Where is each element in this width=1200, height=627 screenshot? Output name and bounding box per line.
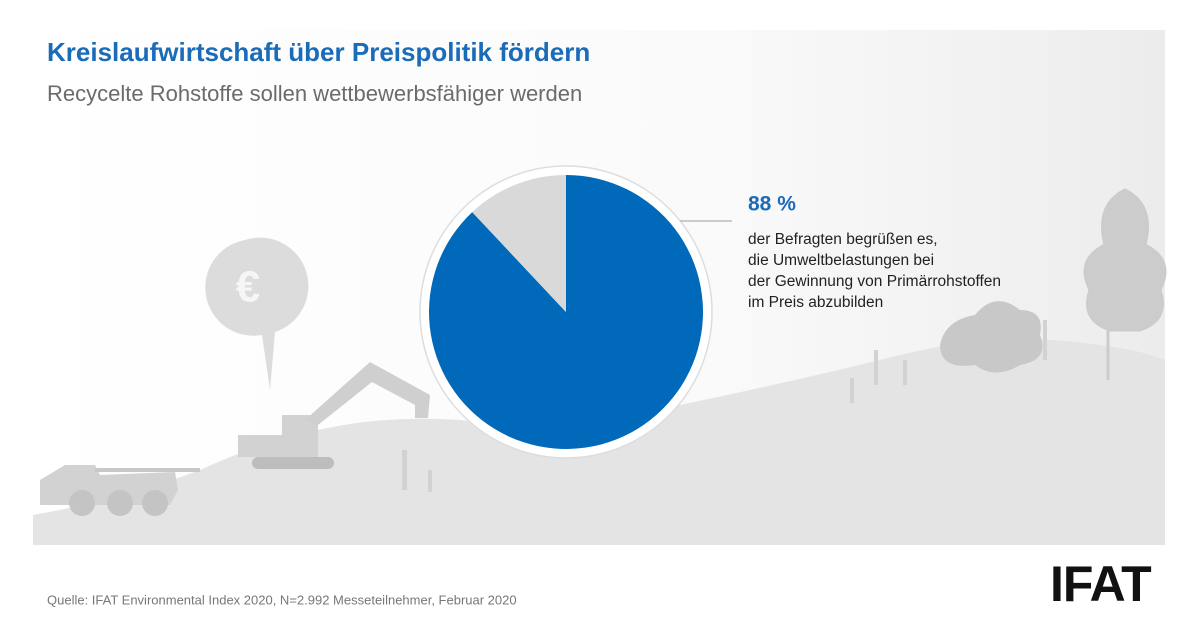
source: Quelle: IFAT Environmental Index 2020, N… xyxy=(47,592,517,607)
annotation-line: im Preis abzubilden xyxy=(748,294,883,311)
annotation-line: die Umweltbelastungen bei xyxy=(748,252,934,269)
svg-text:€: € xyxy=(236,263,260,312)
logo: IFAT xyxy=(1050,556,1151,612)
chart-title: Kreislaufwirtschaft über Preispolitik fö… xyxy=(47,37,590,67)
annotation-line: der Gewinnung von Primärrohstoffen xyxy=(748,273,1001,290)
chart-subtitle: Recycelte Rohstoffe sollen wettbewerbsfä… xyxy=(47,81,582,106)
illustration: € xyxy=(40,188,1167,516)
annotation-line: der Befragten begrüßen es, xyxy=(748,231,938,248)
value-label: 88 % xyxy=(748,193,796,216)
pie-slice xyxy=(472,175,566,312)
